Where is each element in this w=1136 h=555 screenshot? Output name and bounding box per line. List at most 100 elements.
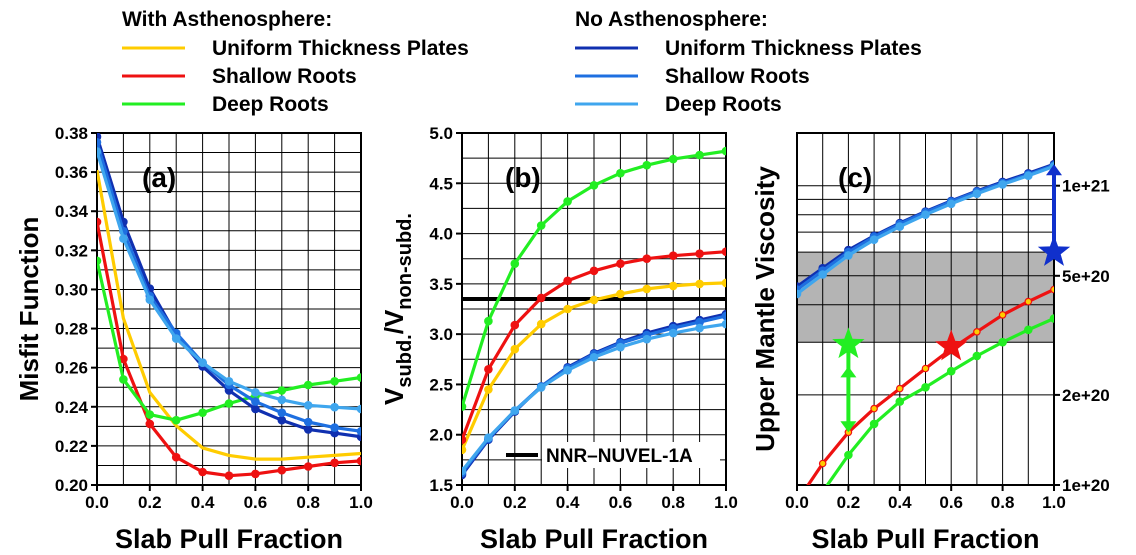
data-point <box>844 251 853 260</box>
y-tick-label: 0.20 <box>55 476 88 495</box>
legend-title-no: No Asthenosphere: <box>575 8 768 31</box>
x-tick-label: 0.2 <box>837 493 861 512</box>
data-point <box>484 385 493 394</box>
annotations <box>832 164 1071 433</box>
data-point <box>642 160 652 170</box>
legend-label-no-shallow: Shallow Roots <box>665 65 810 88</box>
data-point <box>869 419 879 429</box>
data-point <box>224 471 234 481</box>
data-point <box>589 353 599 362</box>
data-point <box>695 249 704 258</box>
data-point <box>303 425 313 434</box>
data-point <box>563 276 572 286</box>
data-point <box>869 235 879 244</box>
y-tick-label: 4.5 <box>429 174 453 193</box>
data-point <box>895 222 905 231</box>
y-axis-label-part: subd. <box>394 334 416 387</box>
chart-panel-2: 0.0 0.2 0.4 0.6 0.8 1.0 Slab Pull Fraction 1.5 2… <box>379 124 738 554</box>
data-point <box>721 278 726 288</box>
data-point <box>303 401 313 410</box>
y-tick-label: 3.5 <box>429 275 453 294</box>
data-point <box>462 466 467 476</box>
data-point <box>895 384 904 393</box>
data-point <box>510 406 520 415</box>
data-point <box>251 388 260 397</box>
data-point <box>119 375 128 384</box>
annotation-arrow-head <box>1046 164 1062 176</box>
data-point <box>797 289 802 299</box>
data-point <box>251 469 260 479</box>
y-tick-label: 0.28 <box>55 320 88 339</box>
data-point <box>921 383 930 392</box>
data-point <box>1024 171 1033 180</box>
data-point <box>793 518 802 527</box>
y-tick-label: 2.0 <box>429 426 453 445</box>
x-tick-label: 0.4 <box>556 493 580 512</box>
data-point <box>251 397 260 406</box>
data-point <box>97 217 102 227</box>
x-tick-label: 1.0 <box>349 493 373 512</box>
data-point <box>484 365 493 374</box>
y-tick-label: 2.5 <box>429 375 453 394</box>
series-4 <box>97 133 361 442</box>
data-point <box>536 221 546 230</box>
panel-label: (a) <box>142 162 176 193</box>
data-point <box>972 189 982 198</box>
legend-label-with-deep: Deep Roots <box>212 93 329 116</box>
y-tick-label: 0.34 <box>55 202 89 221</box>
data-point <box>721 146 726 156</box>
data-point <box>224 377 234 386</box>
data-point <box>721 247 726 256</box>
reference-legend-label: NNR–NUVEL-1A <box>546 446 693 467</box>
y-tick-label: 5e+20 <box>1062 267 1110 286</box>
data-point <box>695 323 704 333</box>
y-tick-label: 0.32 <box>55 241 88 260</box>
reference-legend-bg <box>542 442 720 468</box>
legend-label-no-deep: Deep Roots <box>665 93 782 116</box>
data-point <box>97 138 102 147</box>
data-point <box>277 386 287 395</box>
data-point <box>818 459 827 468</box>
annotation-star <box>1037 235 1071 266</box>
data-point <box>818 270 827 279</box>
data-point <box>145 419 155 429</box>
legend-label-with-uniform: Uniform Thickness Plates <box>212 37 469 60</box>
series-group <box>462 146 726 480</box>
series-1 <box>462 278 726 455</box>
annotation-star <box>935 329 968 361</box>
data-point <box>330 458 339 468</box>
y-tick-label: 1.5 <box>429 476 453 495</box>
x-tick-label: 0.2 <box>138 493 162 512</box>
data-point <box>536 293 546 303</box>
data-point <box>616 289 625 299</box>
data-point <box>198 408 207 418</box>
data-point <box>668 251 678 260</box>
annotation-arrow-head <box>840 366 857 378</box>
data-point <box>1050 285 1054 294</box>
x-tick-label: 1.0 <box>714 493 738 512</box>
y-axis-label: Vsubd./Vnon-subd. <box>379 213 416 405</box>
data-point <box>844 450 853 460</box>
data-point <box>462 435 467 444</box>
data-point <box>921 364 930 373</box>
data-point <box>616 342 625 352</box>
data-point <box>589 266 599 276</box>
x-tick-label: 0.4 <box>191 493 215 512</box>
y-tick-label: 4.0 <box>429 225 453 244</box>
data-point <box>356 427 361 436</box>
y-tick-label: 0.36 <box>55 163 88 182</box>
y-axis-label: Misfit Function <box>14 217 44 402</box>
data-point <box>642 284 652 294</box>
data-point <box>303 417 313 427</box>
data-point <box>145 410 155 419</box>
y-axis-label: Upper Mantle Viscosity <box>750 166 780 452</box>
data-point <box>668 328 678 338</box>
data-point <box>818 487 827 496</box>
y-tick-label: 0.38 <box>55 124 88 143</box>
series-group <box>97 133 361 481</box>
series-2 <box>462 247 726 444</box>
plot-frame <box>96 132 362 486</box>
